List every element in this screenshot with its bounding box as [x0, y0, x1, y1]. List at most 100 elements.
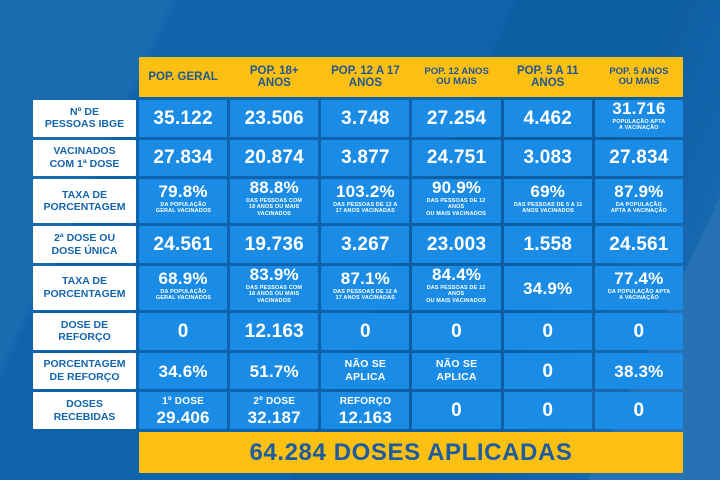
cell-value: 84.4%: [431, 265, 482, 284]
cell-value: 87.1%: [340, 269, 390, 289]
cell-value: 29.406: [156, 407, 210, 427]
data-cell: 0: [412, 392, 501, 429]
cell-value: 1.558: [523, 234, 573, 256]
column-header: POP. 18+ ANOS: [249, 64, 299, 89]
column-header: POP. 5 ANOS OU MAIS: [609, 65, 669, 87]
data-cell: 1.558: [503, 226, 592, 263]
cell-caption: DAS PESSOAS COM 18 ANOS OU MAIS VACINADO…: [246, 198, 303, 217]
cell-value: 12.163: [338, 407, 392, 427]
cell-value: 0: [633, 320, 645, 342]
cell-value: 77.4%: [614, 269, 664, 289]
data-cell: 1º DOSE 29.406: [139, 392, 228, 429]
cell-value: 0: [542, 400, 554, 422]
cell-value: 51.7%: [249, 361, 299, 381]
data-cell: 38.3%: [594, 352, 683, 390]
cell-value: 27.254: [426, 107, 487, 129]
data-cell: 35.122: [139, 100, 228, 137]
cell-value: 83.9%: [249, 265, 299, 284]
column-header: POP. 12 A 17 ANOS: [331, 64, 400, 89]
cell-value: NÃO SE APLICA: [435, 358, 478, 384]
cell-value: 0: [542, 320, 554, 342]
data-cell: 84.4% DAS PESSOAS DE 12 ANOS OU MAIS VACI…: [412, 265, 501, 311]
cell-value: 90.9%: [431, 178, 482, 198]
cell-value: 24.561: [153, 234, 213, 256]
data-cell: 0: [594, 392, 683, 429]
column-header: POP. 12 ANOS OU MAIS: [424, 65, 489, 87]
data-cell: 0: [139, 313, 228, 350]
cell-value: 38.3%: [614, 361, 664, 381]
row-header: DOSES RECEBIDAS: [33, 392, 136, 429]
data-cell: 0: [412, 313, 501, 350]
cell-value: 27.834: [609, 147, 669, 169]
cell-caption: DAS PESSOAS COM 18 ANOS OU MAIS VACINADO…: [246, 285, 303, 304]
cell-value: 12.163: [244, 320, 304, 342]
data-cell: 68.9% DA POPULAÇÃO GERAL VACINADOS: [139, 266, 228, 311]
cell-value: NÃO SE APLICA: [344, 358, 387, 384]
cell-value: 69%: [530, 182, 566, 202]
data-cell: 31.716 POPULAÇÃO APTA A VACINAÇÃO: [594, 99, 683, 137]
data-cell: 3.267: [321, 226, 410, 263]
cell-caption: POPULAÇÃO APTA A VACINAÇÃO: [612, 119, 666, 132]
data-cell: 103.2% DAS PESSOAS DE 12 A 17 ANOS VACINA…: [321, 179, 410, 224]
data-cell: 51.7%: [230, 352, 319, 390]
cell-value: 0: [360, 320, 371, 342]
row-header: Nº DE PESSOAS IBGE: [33, 100, 136, 137]
cell-value: 103.2%: [335, 182, 395, 202]
data-cell: 34.6%: [139, 352, 228, 390]
cell-value: 35.122: [153, 107, 213, 129]
data-cell: NÃO SE APLICA: [321, 352, 410, 390]
data-cell: 90.9% DAS PESSOAS DE 12 ANOS OU MAIS VACI…: [412, 178, 501, 224]
data-cell: 23.506: [230, 100, 319, 137]
data-cell: 24.561: [139, 226, 228, 263]
total-doses-banner: 64.284 DOSES APLICADAS: [139, 432, 683, 473]
row-header: TAXA DE PORCENTAGEM: [33, 266, 136, 311]
cell-value: 24.561: [609, 234, 669, 256]
data-cell: 0: [503, 352, 592, 390]
column-header: POP. 5 A 11 ANOS: [516, 64, 579, 89]
cell-value: 31.716: [612, 99, 666, 119]
row-header: 2ª DOSE OU DOSE ÚNICA: [33, 226, 136, 263]
data-cell: 2º DOSE 32.187: [230, 392, 319, 429]
cell-value: 23.003: [426, 234, 487, 256]
cell-label: REFORÇO: [339, 395, 392, 407]
data-cell: 34.9%: [503, 266, 592, 311]
data-cell: 88.8% DAS PESSOAS COM 18 ANOS OU MAIS VAC…: [230, 179, 319, 224]
cell-value: 20.874: [244, 147, 304, 169]
cell-value: 0: [451, 320, 462, 342]
cell-caption: DA POPULAÇÃO APTA A VACINAÇÃO: [610, 202, 667, 215]
data-cell: 19.736: [230, 226, 319, 263]
row-header: VACINADOS COM 1ª DOSE: [33, 139, 136, 177]
vaccination-table: POP. GERAL POP. 18+ ANOS POP. 12 A 17 ANOS…: [33, 57, 683, 473]
row-header: PORCENTAGEM DE REFORÇO: [33, 352, 136, 390]
cell-value: 0: [542, 360, 554, 382]
data-cell: 27.834: [594, 139, 683, 177]
data-cell: 77.4% DA POPULAÇÃO APTA A VACINAÇÃO: [594, 266, 683, 311]
column-header: POP. GERAL: [148, 70, 218, 83]
cell-label: 1º DOSE: [162, 395, 204, 407]
data-cell: 4.462: [503, 100, 592, 137]
data-cell: 0: [321, 313, 410, 350]
data-cell: 27.254: [412, 100, 501, 137]
cell-caption: DAS PESSOAS DE 12 ANOS OU MAIS VACINADOS: [426, 198, 487, 217]
data-cell: 87.1% DAS PESSOAS DE 12 A 17 ANOS VACINAD…: [321, 266, 410, 311]
data-cell: 3.877: [321, 139, 410, 177]
data-cell: 79.8% DA POPULAÇÃO GERAL VACINADOS: [139, 179, 228, 224]
data-cell: 27.834: [139, 139, 228, 177]
cell-value: 87.9%: [614, 182, 664, 202]
row-header: TAXA DE PORCENTAGEM: [33, 179, 136, 224]
cell-label: 2º DOSE: [253, 395, 296, 407]
cell-caption: DAS PESSOAS DE 12 ANOS OU MAIS VACINADOS: [426, 285, 487, 304]
data-cell: 20.874: [230, 139, 319, 177]
data-cell: 24.561: [594, 226, 683, 263]
cell-value: 27.834: [153, 147, 213, 169]
data-cell: 24.751: [412, 139, 501, 177]
data-cell: 12.163: [230, 313, 319, 350]
cell-value: 3.267: [341, 234, 390, 256]
cell-value: 34.9%: [523, 278, 573, 298]
data-cell: 0: [594, 313, 683, 350]
cell-caption: DA POPULAÇÃO GERAL VACINADOS: [155, 202, 211, 215]
cell-value: 24.751: [426, 147, 487, 169]
data-cell: 3.083: [503, 139, 592, 177]
cell-value: 0: [177, 320, 189, 342]
